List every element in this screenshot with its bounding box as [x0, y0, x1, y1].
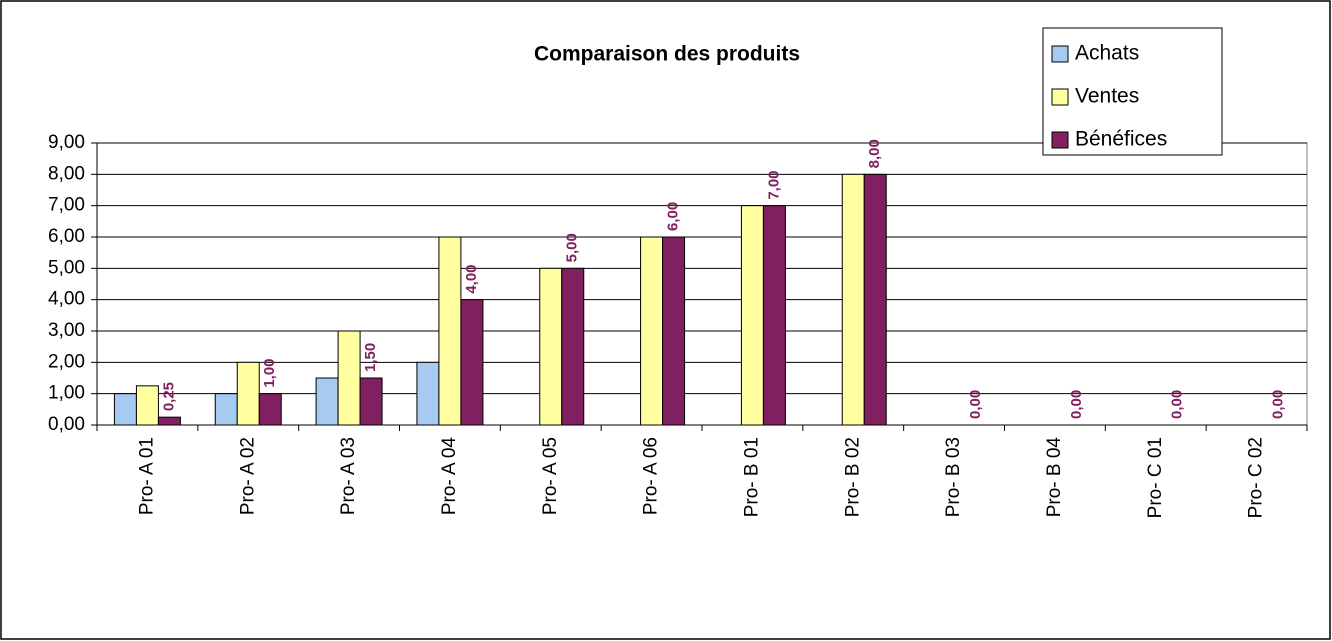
x-tick-label: Pro- A 04 [439, 437, 460, 516]
bar [157, 416, 181, 426]
y-tick-label: 6,00 [48, 226, 85, 247]
x-tick-label: Pro- A 05 [540, 437, 561, 515]
y-tick-label: 9,00 [48, 132, 85, 153]
data-label: 6,00 [665, 202, 682, 231]
bar [416, 361, 440, 426]
x-tick-label: Pro- B 04 [1044, 437, 1065, 518]
legend-label: Achats [1075, 42, 1139, 65]
legend-swatch [1051, 88, 1069, 106]
data-label: 5,00 [564, 233, 581, 262]
bar [561, 267, 585, 426]
y-tick-label: 8,00 [48, 163, 85, 184]
bar [315, 377, 339, 426]
bar [640, 236, 664, 426]
chart-title: Comparaison des produits [534, 43, 800, 66]
data-label: 0,25 [160, 382, 177, 411]
data-label: 0,00 [1270, 390, 1287, 419]
x-tick-label: Pro- C 02 [1246, 437, 1267, 518]
data-label: 4,00 [463, 264, 480, 293]
bar [359, 377, 383, 426]
data-label: 1,50 [362, 343, 379, 372]
x-tick-label: Pro- A 01 [136, 437, 157, 515]
x-tick-label: Pro- B 03 [943, 437, 964, 517]
y-tick-label: 7,00 [48, 195, 85, 216]
data-label: 1,00 [261, 358, 278, 387]
legend [1042, 27, 1223, 156]
data-label: 8,00 [866, 139, 883, 168]
x-tick-label: Pro- A 06 [641, 437, 662, 515]
legend-swatch [1051, 131, 1069, 149]
bar [236, 361, 260, 426]
y-tick-label: 0,00 [48, 414, 85, 435]
bar [113, 393, 137, 426]
x-tick-label: Pro- A 02 [237, 437, 258, 515]
bar [662, 236, 686, 426]
x-tick-label: Pro- C 01 [1145, 437, 1166, 518]
bar [762, 205, 786, 426]
y-tick-label: 4,00 [48, 289, 85, 310]
data-label: 0,00 [967, 390, 984, 419]
bar [135, 385, 159, 426]
legend-label: Bénéfices [1075, 128, 1167, 151]
y-tick-label: 2,00 [48, 351, 85, 372]
bar [337, 330, 361, 426]
legend-swatch [1051, 45, 1069, 63]
plot-area [96, 142, 1308, 426]
bar [841, 173, 865, 426]
x-tick-label: Pro- B 02 [842, 437, 863, 517]
data-label: 0,00 [1068, 390, 1085, 419]
bar [438, 236, 462, 426]
legend-label: Ventes [1075, 85, 1139, 108]
x-tick-label: Pro- A 03 [338, 437, 359, 515]
bar [460, 299, 484, 426]
bar [740, 205, 764, 426]
bar [214, 393, 238, 426]
y-tick-label: 3,00 [48, 320, 85, 341]
y-tick-label: 1,00 [48, 383, 85, 404]
bar [258, 393, 282, 426]
bar [863, 173, 887, 426]
y-tick-label: 5,00 [48, 257, 85, 278]
data-label: 0,00 [1169, 390, 1186, 419]
data-label: 7,00 [765, 170, 782, 199]
x-tick-label: Pro- B 01 [741, 437, 762, 517]
bar [539, 267, 563, 426]
